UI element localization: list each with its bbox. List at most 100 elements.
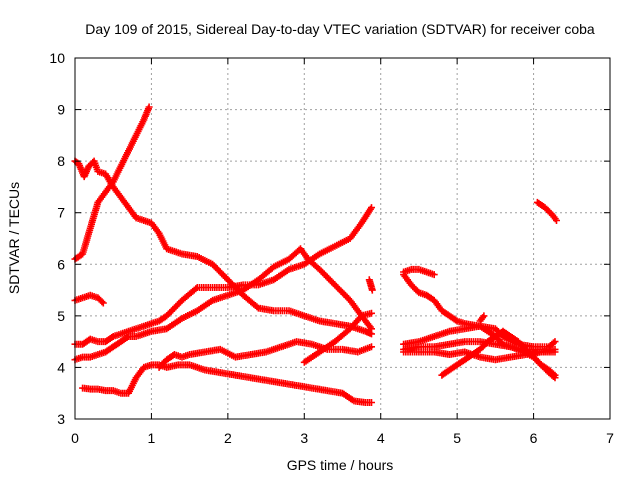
data-point [471,353,474,356]
data-point [219,348,222,351]
data-point [142,366,145,369]
data-point [318,253,321,255]
data-point [257,284,260,286]
x-tick-label: 4 [377,430,385,446]
data-point [433,351,436,353]
data-point [326,389,329,392]
data-point [219,371,222,374]
data-point [165,327,168,330]
data-point [249,353,252,356]
data-point [127,206,130,209]
data-point [89,388,92,390]
data-point [369,284,372,286]
y-tick-label: 10 [49,50,65,66]
data-point [402,343,405,346]
data-point [97,170,99,173]
data-point [532,346,535,348]
data-point [463,327,466,330]
data-point [448,315,451,317]
data-point [97,340,99,343]
data-point [288,309,290,312]
data-point [479,320,481,322]
data-point [479,340,481,343]
data-point [402,273,405,276]
series-markers [71,291,107,307]
data-point [494,343,497,346]
data-point [120,333,122,335]
data-point [204,369,206,371]
data-point [318,320,321,322]
data-point [418,291,420,294]
data-point [494,327,497,330]
data-point [425,271,428,273]
data-point [441,309,443,312]
data-point [78,162,80,165]
data-point [165,315,168,317]
data-point [303,263,306,266]
data-point [135,217,137,219]
data-point [97,201,99,204]
data-point [165,358,168,361]
data-point [242,284,244,286]
data-point [120,340,122,343]
data-point [483,315,485,317]
data-series [71,103,560,406]
data-point [548,369,550,371]
series-s6 [79,361,375,406]
data-point [165,248,168,250]
series-s3 [71,291,107,307]
data-point [265,351,267,353]
data-point [211,299,214,302]
data-point [81,297,84,299]
data-point [120,392,122,395]
data-point [257,278,260,281]
data-point [127,330,130,333]
x-tick-label: 5 [453,430,461,446]
data-point [402,351,405,353]
data-point [360,315,363,317]
series-s9 [365,276,376,294]
data-point [177,364,179,366]
series-s17 [533,198,560,224]
y-tick-label: 6 [57,256,65,272]
data-point [463,322,466,325]
y-axis-label: SDTVAR / TECUs [6,182,22,294]
x-tick-labels: 0 1 2 3 4 5 6 7 [71,430,614,446]
data-point [150,330,153,333]
data-point [81,343,84,346]
data-point [89,338,92,340]
data-point [257,307,260,309]
data-point [509,335,512,338]
data-point [150,222,153,224]
data-point [554,348,556,351]
y-tick-label: 3 [57,411,65,427]
data-point [181,317,183,320]
data-point [211,263,214,266]
data-point [341,392,344,395]
series-s5 [71,245,375,364]
data-point [303,361,306,364]
data-point [364,330,367,333]
data-point [364,401,367,404]
data-point [272,278,275,281]
data-point [555,219,558,222]
data-point [181,356,183,358]
data-point [97,353,99,356]
data-point [370,333,373,335]
data-point [418,340,420,343]
data-point [303,315,306,317]
data-point [188,353,191,356]
data-point [433,346,436,348]
data-point [83,175,85,178]
data-point [448,369,451,371]
data-point [158,320,160,322]
y-tick-label: 8 [57,153,65,169]
data-point [334,284,336,286]
data-point [554,340,556,343]
data-point [127,335,130,338]
data-point [509,346,512,348]
data-point [112,335,115,338]
x-tick-label: 0 [71,430,79,446]
data-point [242,294,244,297]
